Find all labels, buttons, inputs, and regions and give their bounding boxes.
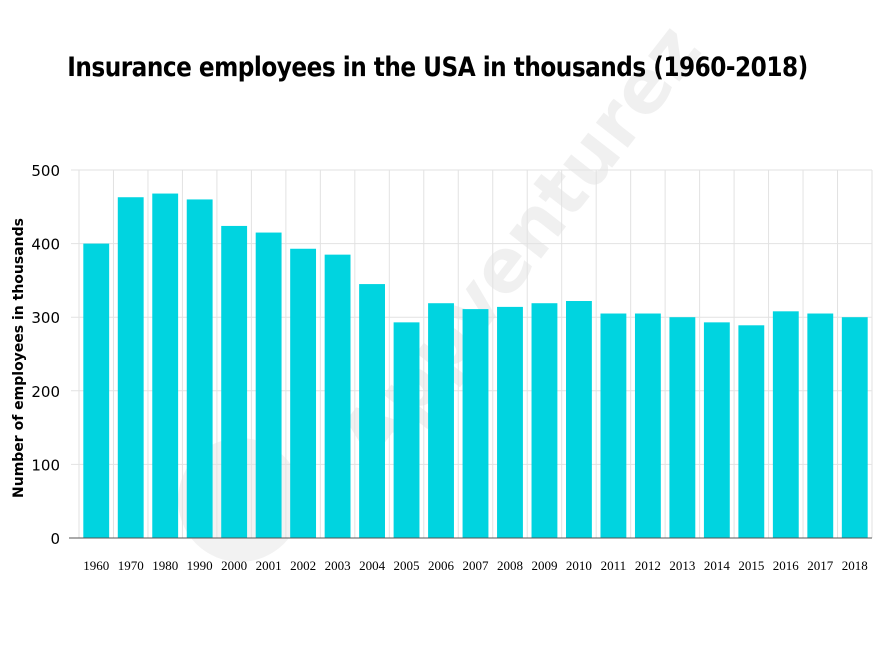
bar xyxy=(290,248,317,538)
y-tick-label: 300 xyxy=(31,309,60,327)
x-tick-label: 1990 xyxy=(187,558,213,573)
x-tick-label: 2017 xyxy=(807,558,834,573)
x-tick-label: 2012 xyxy=(635,558,661,573)
bar xyxy=(428,303,454,538)
bar xyxy=(669,317,696,538)
x-tick-label: 2015 xyxy=(738,558,764,573)
y-tick-label: 100 xyxy=(31,456,60,474)
bar xyxy=(772,311,799,538)
bar xyxy=(497,306,523,538)
bar xyxy=(221,225,248,538)
x-tick-label: 1980 xyxy=(152,558,178,573)
x-tick-label: 2007 xyxy=(463,558,490,573)
bar xyxy=(738,325,765,538)
x-tick-label: 2000 xyxy=(221,558,247,573)
x-tick-label: 2005 xyxy=(394,558,420,573)
bar xyxy=(152,193,179,538)
bar xyxy=(531,303,558,538)
bar xyxy=(462,309,489,538)
x-tick-label: 2008 xyxy=(497,558,523,573)
bar xyxy=(359,284,385,538)
bar xyxy=(186,199,213,538)
bar xyxy=(703,322,730,538)
bar xyxy=(634,313,661,538)
x-tick-label: 2003 xyxy=(325,558,351,573)
y-tick-label: 400 xyxy=(31,236,60,254)
bar xyxy=(83,243,110,538)
bar xyxy=(117,197,144,538)
y-tick-label: 0 xyxy=(50,530,60,548)
x-tick-label: 2004 xyxy=(359,558,386,573)
bar xyxy=(600,313,627,538)
x-tick-label: 1970 xyxy=(118,558,144,573)
x-tick-label: 2016 xyxy=(773,558,800,573)
x-tick-label: 2001 xyxy=(256,558,282,573)
y-tick-label: 200 xyxy=(31,383,60,401)
x-tick-label: 2018 xyxy=(842,558,868,573)
x-tick-label: 2011 xyxy=(601,558,627,573)
x-tick-label: 2014 xyxy=(704,558,731,573)
x-tick-label: 2009 xyxy=(531,558,557,573)
bar xyxy=(255,232,282,538)
bar xyxy=(324,254,351,538)
x-tick-label: 2006 xyxy=(428,558,455,573)
y-tick-label: 500 xyxy=(31,162,60,180)
x-tick-label: 2010 xyxy=(566,558,592,573)
y-tick-labels: 0 100 200 300 400 500 xyxy=(31,162,60,548)
chart-title: Insurance employees in the USA in thousa… xyxy=(67,52,808,83)
x-tick-label: 1960 xyxy=(83,558,109,573)
bar xyxy=(566,301,592,538)
bars xyxy=(83,193,868,538)
x-tick-label: 2013 xyxy=(669,558,695,573)
x-tick-labels: 1960 1970 1980 1990 2000 2001 2002 2003 2004 2005… xyxy=(83,558,868,573)
bar xyxy=(393,322,420,538)
x-tick-label: 2002 xyxy=(290,558,316,573)
bar xyxy=(807,313,834,538)
y-axis-label: Number of employees in thousands xyxy=(11,218,27,498)
bar xyxy=(841,317,868,538)
